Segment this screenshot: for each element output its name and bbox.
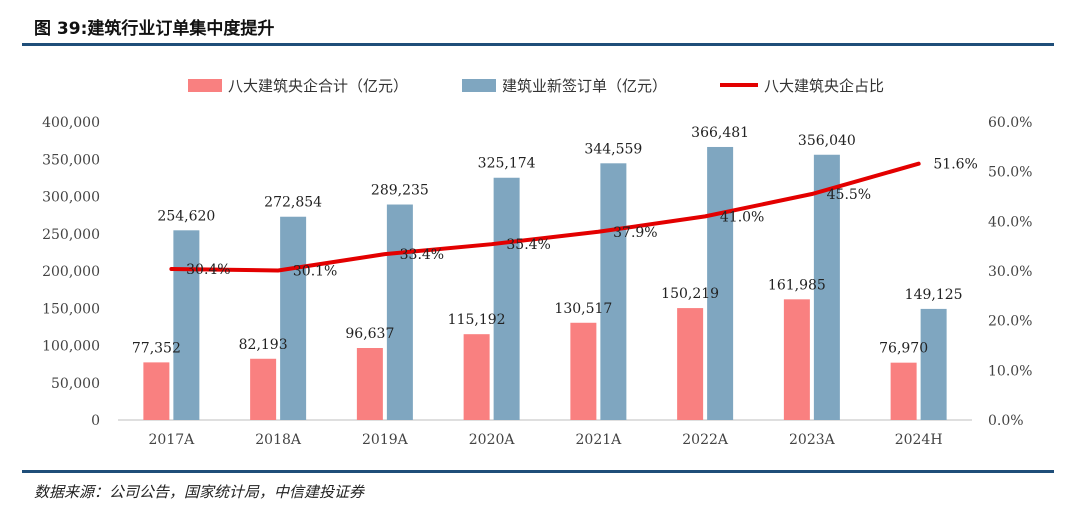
y-left-tick-label: 250,000 xyxy=(42,227,100,243)
data-label-share: 30.4% xyxy=(186,262,230,278)
data-label-central-soe: 82,193 xyxy=(239,337,288,353)
bars xyxy=(143,146,947,421)
bar-central-soe xyxy=(250,358,277,420)
bar-central-soe xyxy=(570,322,597,420)
bar-central-soe xyxy=(356,348,383,420)
legend-label-central-soe: 八大建筑央企合计（亿元） xyxy=(228,77,408,95)
data-label-share: 30.1% xyxy=(293,264,337,280)
data-label-central-soe: 76,970 xyxy=(879,341,928,357)
axes: 0 50,000 100,000 150,000 200,000 250,000 300,0… xyxy=(42,115,1032,448)
data-label-share: 45.5% xyxy=(827,187,871,203)
data-label-new-orders: 289,235 xyxy=(371,183,429,199)
figure-title: 图 39:建筑行业订单集中度提升 xyxy=(34,19,275,39)
data-label-central-soe: 150,219 xyxy=(661,286,719,302)
data-label-central-soe: 77,352 xyxy=(132,340,181,356)
y-right-tick-label: 50.0% xyxy=(988,165,1032,181)
x-tick-label: 2018A xyxy=(255,432,302,448)
x-tick-label: 2023A xyxy=(789,432,836,448)
y-left-tick-label: 400,000 xyxy=(42,115,100,131)
data-label-share: 37.9% xyxy=(613,225,657,241)
legend-swatch-new-orders xyxy=(462,79,496,92)
source-note: 数据来源：公司公告，国家统计局，中信建投证券 xyxy=(34,483,365,501)
legend-swatch-central-soe xyxy=(188,79,222,92)
data-label-central-soe: 96,637 xyxy=(345,326,394,342)
y-left-tick-label: 50,000 xyxy=(51,376,100,392)
bar-new-orders xyxy=(600,163,627,421)
bar-central-soe xyxy=(890,362,917,420)
data-label-share: 33.4% xyxy=(400,247,444,263)
legend-label-new-orders: 建筑业新签订单（亿元） xyxy=(502,77,667,95)
y-left-tick-label: 300,000 xyxy=(42,190,100,206)
bar-new-orders xyxy=(920,308,947,420)
x-tick-label: 2022A xyxy=(682,432,729,448)
chart: 八大建筑央企合计（亿元） 建筑业新签订单（亿元） 八大建筑央企占比 0 50,000 1… xyxy=(42,77,1032,448)
bottom-rule xyxy=(22,470,1054,473)
share-line xyxy=(169,161,921,273)
bar-central-soe xyxy=(677,308,704,420)
data-label-new-orders: 325,174 xyxy=(478,156,536,172)
x-tick-label: 2017A xyxy=(149,432,196,448)
bar-central-soe xyxy=(783,299,810,420)
x-tick-label: 2019A xyxy=(362,432,409,448)
y-right-tick-label: 60.0% xyxy=(988,115,1032,131)
share-line-path xyxy=(169,161,921,273)
data-label-new-orders: 254,620 xyxy=(157,208,215,224)
x-tick-label: 2020A xyxy=(469,432,516,448)
y-right-tick-label: 40.0% xyxy=(988,214,1032,230)
y-left-tick-label: 200,000 xyxy=(42,264,100,280)
bar-central-soe xyxy=(463,334,490,420)
data-label-share: 41.0% xyxy=(720,209,764,225)
bar-new-orders xyxy=(813,154,840,421)
bar-new-orders xyxy=(707,146,734,420)
y-left-tick-label: 150,000 xyxy=(42,301,100,317)
data-label-new-orders: 344,559 xyxy=(584,141,642,157)
y-right-tick-label: 30.0% xyxy=(988,264,1032,280)
bar-new-orders xyxy=(280,216,307,420)
top-rule xyxy=(22,43,1054,46)
y-left-tick-label: 350,000 xyxy=(42,152,100,168)
x-tick-label: 2021A xyxy=(576,432,623,448)
data-label-share: 35.4% xyxy=(506,237,550,253)
legend: 八大建筑央企合计（亿元） 建筑业新签订单（亿元） 八大建筑央企占比 xyxy=(188,77,884,95)
data-label-central-soe: 115,192 xyxy=(448,312,506,328)
data-label-new-orders: 272,854 xyxy=(264,195,322,211)
data-labels: 77,352 254,620 82,193 272,854 96,637 289,235 1… xyxy=(132,125,978,357)
data-label-share: 51.6% xyxy=(933,157,977,173)
y-right-tick-label: 10.0% xyxy=(988,363,1032,379)
data-label-new-orders: 149,125 xyxy=(905,287,963,303)
y-right-tick-label: 20.0% xyxy=(988,314,1032,330)
bar-new-orders xyxy=(173,230,200,420)
bar-central-soe xyxy=(143,362,170,420)
data-label-central-soe: 161,985 xyxy=(768,277,826,293)
y-left-tick-label: 0 xyxy=(91,413,100,429)
data-label-new-orders: 356,040 xyxy=(798,133,856,149)
y-left-tick-label: 100,000 xyxy=(42,339,100,355)
legend-label-share: 八大建筑央企占比 xyxy=(764,77,884,95)
bar-new-orders xyxy=(386,204,413,420)
x-tick-label: 2024H xyxy=(895,432,943,448)
data-label-central-soe: 130,517 xyxy=(554,301,612,317)
data-label-new-orders: 366,481 xyxy=(691,125,749,141)
bar-new-orders xyxy=(493,177,520,420)
y-right-tick-label: 0.0% xyxy=(988,413,1024,429)
